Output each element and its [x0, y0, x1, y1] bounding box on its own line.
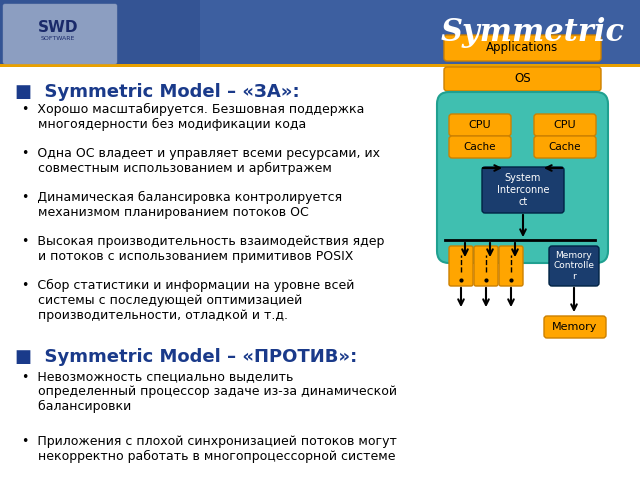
- Text: SWD: SWD: [38, 20, 78, 35]
- FancyBboxPatch shape: [444, 35, 601, 61]
- FancyBboxPatch shape: [449, 114, 511, 136]
- FancyBboxPatch shape: [0, 0, 200, 64]
- FancyBboxPatch shape: [437, 92, 608, 263]
- FancyBboxPatch shape: [0, 64, 640, 67]
- FancyBboxPatch shape: [449, 136, 511, 158]
- Text: •  Приложения с плохой синхронизацией потоков могут
    некорректно работать в м: • Приложения с плохой синхронизацией пот…: [22, 435, 397, 463]
- FancyBboxPatch shape: [474, 246, 498, 286]
- Text: •  Невозможность специально выделить
    определенный процессор задаче из-за дин: • Невозможность специально выделить опре…: [22, 370, 397, 413]
- FancyBboxPatch shape: [549, 246, 599, 286]
- FancyBboxPatch shape: [449, 246, 473, 286]
- Text: Cache: Cache: [464, 142, 496, 152]
- Text: CPU: CPU: [554, 120, 576, 130]
- Text: System
Interconne
ct: System Interconne ct: [497, 173, 549, 206]
- Text: OS: OS: [514, 72, 531, 85]
- FancyBboxPatch shape: [444, 67, 601, 91]
- Text: Memory: Memory: [552, 322, 598, 332]
- FancyBboxPatch shape: [544, 316, 606, 338]
- FancyBboxPatch shape: [534, 114, 596, 136]
- FancyBboxPatch shape: [0, 0, 640, 64]
- Text: ■  Symmetric Model – «ПРОТИВ»:: ■ Symmetric Model – «ПРОТИВ»:: [15, 348, 357, 366]
- Text: Memory
Controlle
r: Memory Controlle r: [554, 251, 595, 281]
- Text: •  Высокая производительность взаимодействия ядер
    и потоков с использованием: • Высокая производительность взаимодейст…: [22, 235, 385, 263]
- Text: Symmetric: Symmetric: [441, 16, 625, 48]
- Text: CPU: CPU: [468, 120, 492, 130]
- Text: Cache: Cache: [548, 142, 581, 152]
- Text: ■  Symmetric Model – «ЗА»:: ■ Symmetric Model – «ЗА»:: [15, 83, 300, 101]
- Text: •  Динамическая балансировка контролируется
    механизмом планированием потоков: • Динамическая балансировка контролирует…: [22, 191, 342, 219]
- Text: •  Хорошо масштабируется. Безшовная поддержка
    многоядерности без модификации: • Хорошо масштабируется. Безшовная подде…: [22, 103, 364, 131]
- Text: SOFTWARE: SOFTWARE: [41, 36, 75, 41]
- Text: •  Сбор статистики и информации на уровне всей
    системы с последующей оптимиз: • Сбор статистики и информации на уровне…: [22, 279, 355, 322]
- FancyBboxPatch shape: [482, 167, 564, 213]
- FancyBboxPatch shape: [3, 4, 117, 64]
- FancyBboxPatch shape: [499, 246, 523, 286]
- Text: Applications: Applications: [486, 41, 559, 55]
- FancyBboxPatch shape: [534, 136, 596, 158]
- Text: •  Одна ОС владеет и управляет всеми ресурсами, их
    совместным использованием: • Одна ОС владеет и управляет всеми ресу…: [22, 147, 380, 175]
